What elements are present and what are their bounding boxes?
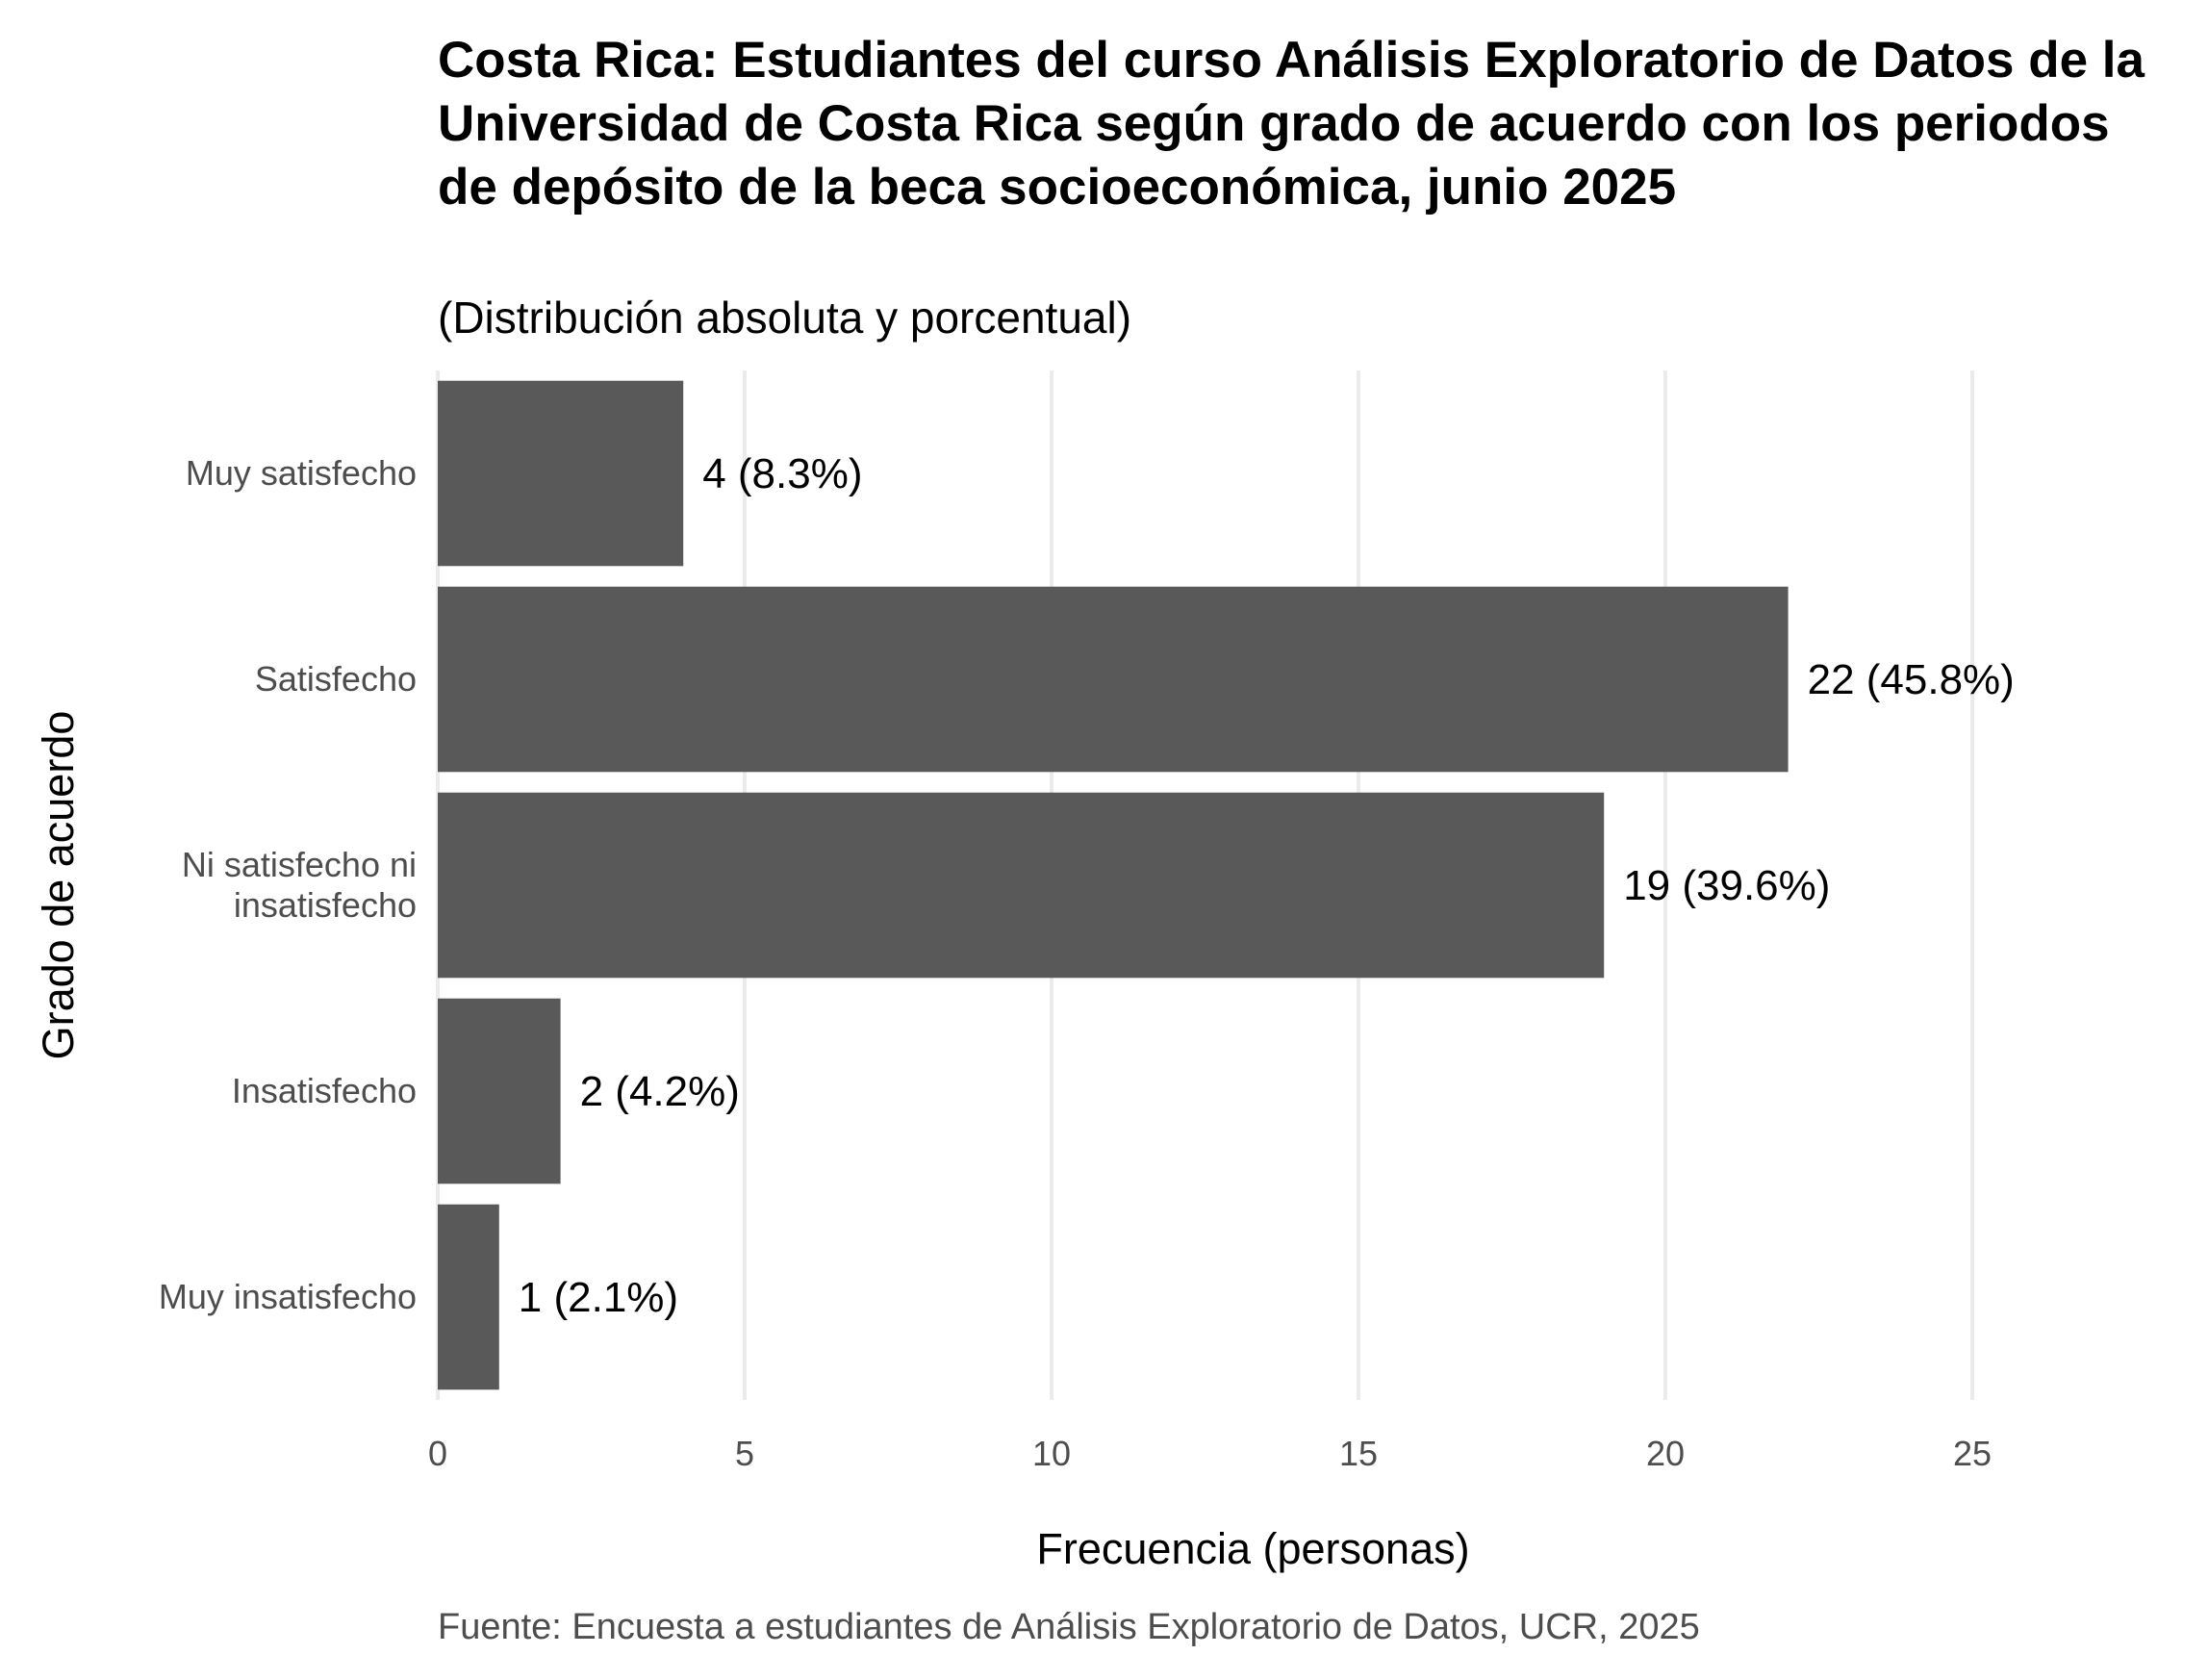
y-category-label-2: Ni satisfecho ni insatisfecho	[182, 845, 417, 925]
data-label-3: 2 (4.2%)	[580, 1068, 740, 1115]
x-tick-label-3: 15	[1339, 1434, 1378, 1473]
chart-title: Costa Rica: Estudiantes del curso Anális…	[438, 32, 2145, 216]
label-layer: Muy satisfecho 4 (8.3%) Satisfecho 22 (45.8…	[159, 450, 2015, 1321]
bar-2	[438, 792, 1605, 979]
y-axis-title: Grado de acuerdo	[34, 711, 83, 1060]
x-axis-title: Frecuencia (personas)	[1036, 1524, 1469, 1573]
y-category-label-1: Satisfecho	[255, 659, 417, 699]
bar-4	[438, 1204, 499, 1390]
bar-3	[438, 998, 561, 1184]
x-tick-label-1: 5	[735, 1434, 754, 1473]
x-tick-label-0: 0	[428, 1434, 447, 1473]
bar-0	[438, 380, 684, 567]
data-label-2: 19 (39.6%)	[1623, 862, 1830, 909]
chart-subtitle: (Distribución absoluta y porcentual)	[438, 293, 1132, 343]
x-tick-label-2: 10	[1032, 1434, 1071, 1473]
data-label-1: 22 (45.8%)	[1808, 656, 2015, 703]
chart-caption: Fuente: Encuesta a estudiantes de Anális…	[438, 1607, 1700, 1647]
data-label-0: 4 (8.3%)	[702, 450, 862, 497]
y-category-label-3: Insatisfecho	[232, 1071, 417, 1110]
bar-layer	[438, 380, 1789, 1390]
axis-layer: Frecuencia (personas) Grado de acuerdo 0…	[34, 711, 1992, 1573]
x-tick-label-4: 20	[1646, 1434, 1685, 1473]
y-category-label-0: Muy satisfecho	[186, 453, 417, 493]
y-category-label-4: Muy insatisfecho	[159, 1277, 417, 1316]
bar-1	[438, 586, 1789, 773]
data-label-4: 1 (2.1%)	[519, 1274, 678, 1321]
x-tick-label-5: 25	[1953, 1434, 1992, 1473]
